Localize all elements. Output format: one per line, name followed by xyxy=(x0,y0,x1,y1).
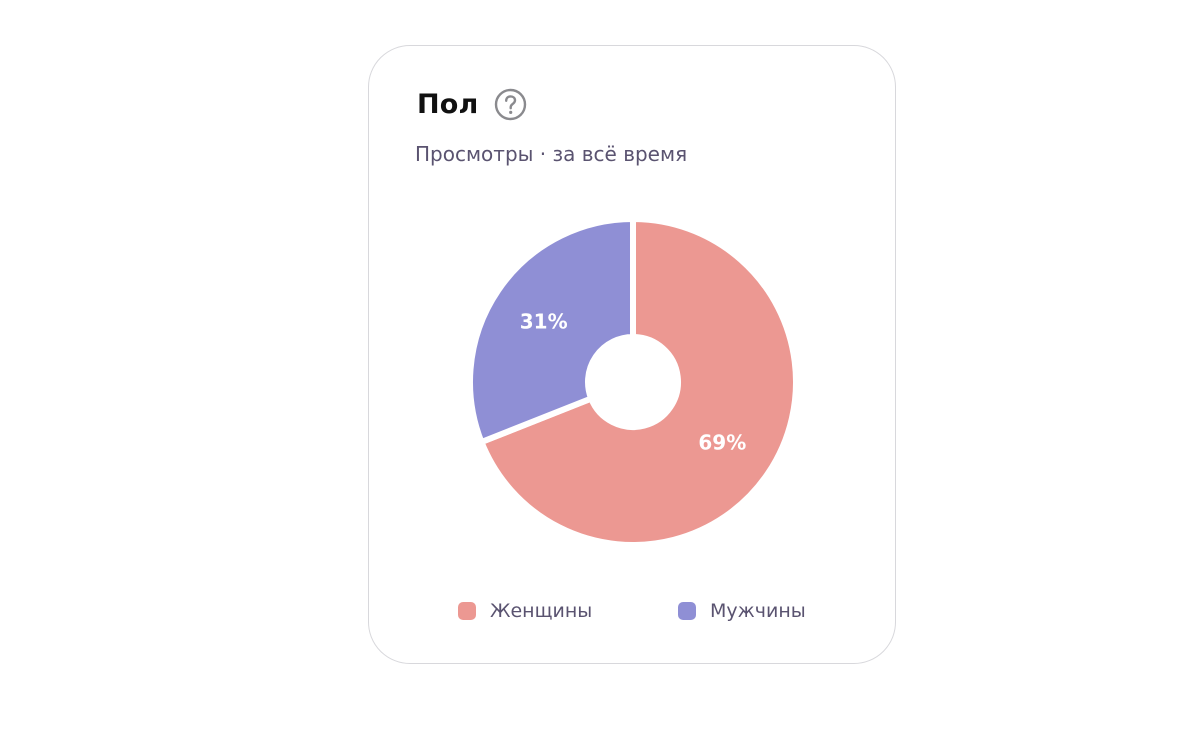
donut-chart: 69% 31% xyxy=(369,46,897,665)
donut-hole xyxy=(588,337,678,427)
gender-card: Пол Просмотры · за всё время 69% 31% Женщ… xyxy=(368,45,896,664)
chart-legend: Женщины Мужчины xyxy=(369,600,897,628)
question-circle-icon[interactable] xyxy=(494,88,527,121)
legend-label-men: Мужчины xyxy=(710,600,806,622)
slice-label-men: 31% xyxy=(520,309,568,333)
card-title: Пол xyxy=(417,89,479,120)
slice-label-women: 69% xyxy=(698,431,746,455)
card-subtitle: Просмотры · за всё время xyxy=(415,142,688,166)
donut-chart-svg: 69% 31% xyxy=(467,215,799,548)
legend-swatch-men xyxy=(678,602,696,620)
legend-item-women[interactable]: Женщины xyxy=(458,600,592,622)
legend-item-men[interactable]: Мужчины xyxy=(678,600,806,622)
legend-swatch-women xyxy=(458,602,476,620)
legend-label-women: Женщины xyxy=(490,600,593,622)
card-header: Пол xyxy=(417,88,527,121)
